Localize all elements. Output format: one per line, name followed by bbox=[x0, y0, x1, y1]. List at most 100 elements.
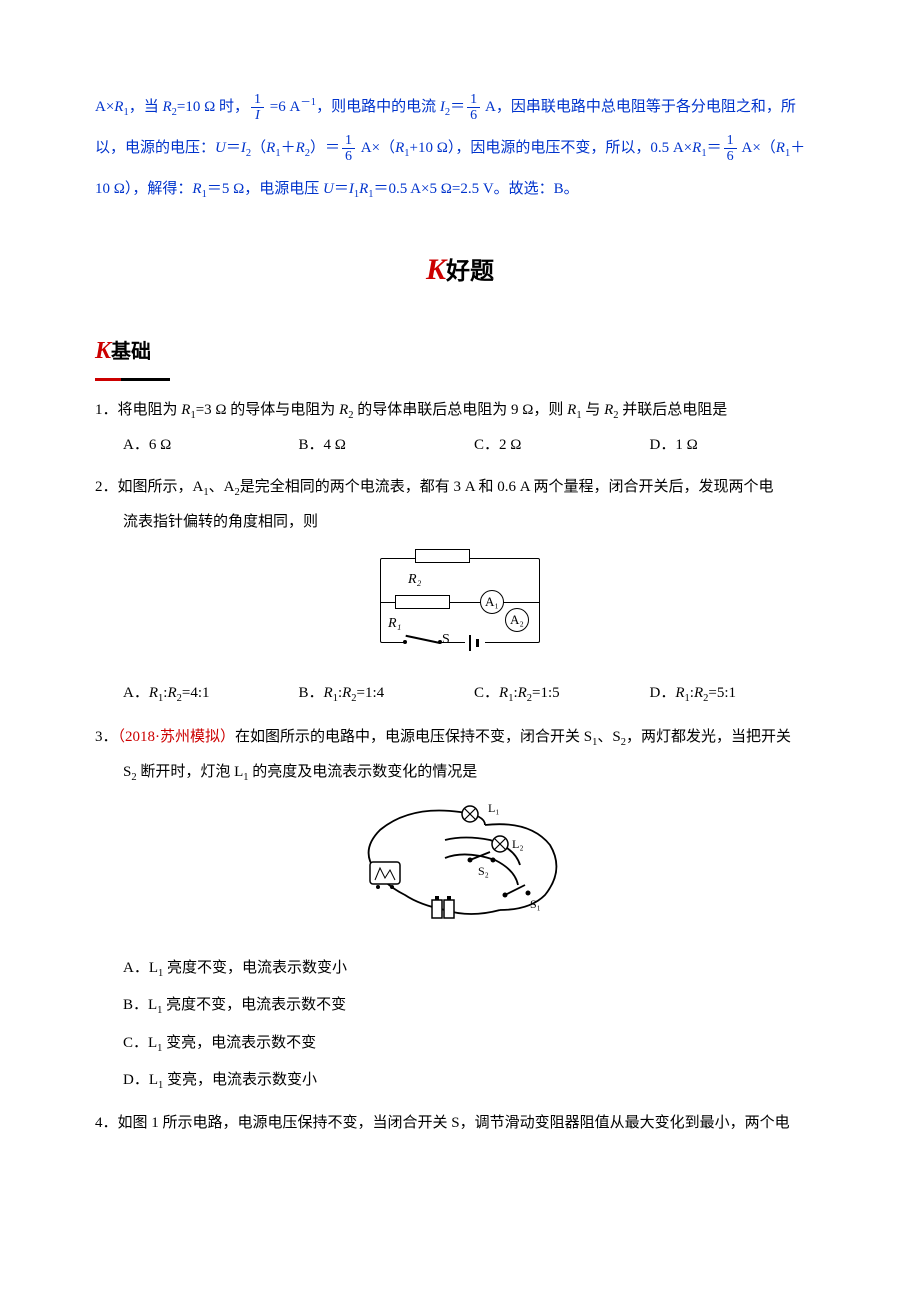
var: R bbox=[359, 181, 368, 197]
var: R bbox=[675, 685, 684, 701]
var: R bbox=[518, 685, 527, 701]
denominator: 6 bbox=[724, 149, 737, 164]
text: A．L bbox=[123, 960, 158, 976]
var: R bbox=[395, 140, 404, 156]
q2-options: A．R1:R2=4:1 B．R1:R2=1:4 C．R1:R2=1:5 D．R1… bbox=[95, 676, 825, 711]
var: R bbox=[694, 685, 703, 701]
circuit-diagram-1: R₂ R₁ A₁ A₂ S bbox=[370, 550, 550, 655]
var-u: U bbox=[215, 140, 226, 156]
q-number: 3． bbox=[95, 729, 118, 745]
q2-circuit-figure: R₂ R₁ A₁ A₂ S bbox=[95, 550, 825, 669]
text: =5:1 bbox=[708, 685, 736, 701]
l1-label: L₁ bbox=[488, 801, 500, 815]
fraction: 1I bbox=[251, 92, 264, 124]
text: （ bbox=[251, 140, 266, 156]
text: ，两灯都发光，当把开关 bbox=[626, 729, 791, 745]
var: R bbox=[499, 685, 508, 701]
var: R bbox=[266, 140, 275, 156]
numerator: 1 bbox=[467, 92, 480, 108]
text: 是完全相同的两个电流表，都有 3 A 和 0.6 A 两个量程，闭合开关后，发现… bbox=[240, 479, 774, 495]
r2-label: R₂ bbox=[408, 564, 421, 596]
k-text: 好题 bbox=[446, 259, 494, 285]
text: 以，电源的电压： bbox=[95, 140, 215, 156]
q-number: 4． bbox=[95, 1115, 118, 1131]
text: 与 bbox=[582, 402, 605, 418]
q1-body: 1．将电阻为 R1=3 Ω 的导体与电阻为 R2 的导体串联后总电阻为 9 Ω，… bbox=[95, 393, 825, 428]
ammeter-a2: A₂ bbox=[505, 608, 529, 632]
text: 如图 1 所示电路，电源电压保持不变，当闭合开关 S，调节滑动变阻器阻值从最大变… bbox=[118, 1115, 790, 1131]
numerator: 1 bbox=[724, 133, 737, 149]
var: R bbox=[567, 402, 576, 418]
text: B． bbox=[299, 685, 324, 701]
option-c: C．2 Ω bbox=[474, 428, 650, 463]
option-d: D．1 Ω bbox=[650, 428, 826, 463]
text: =3 Ω 的导体与电阻为 bbox=[196, 402, 339, 418]
underline-bar bbox=[95, 378, 170, 381]
var: R bbox=[339, 402, 348, 418]
switch-label: S bbox=[442, 624, 450, 656]
text: 亮度不变，电流表示数变小 bbox=[163, 960, 347, 976]
fraction: 16 bbox=[724, 133, 737, 165]
text: A． bbox=[123, 685, 149, 701]
question-2: 2．如图所示，A1、A2是完全相同的两个电流表，都有 3 A 和 0.6 A 两… bbox=[95, 470, 825, 711]
text: 10 Ω），解得： bbox=[95, 181, 192, 197]
text: =1:5 bbox=[532, 685, 560, 701]
r1-label: R₁ bbox=[388, 608, 401, 640]
text: C．L bbox=[123, 1035, 157, 1051]
option-d: D．L1 变亮，电流表示数变小 bbox=[95, 1063, 825, 1098]
option-c: C．R1:R2=1:5 bbox=[474, 676, 650, 711]
text: =1:4 bbox=[357, 685, 385, 701]
text: +10 Ω），因电源的电压不变，所以，0.5 A× bbox=[409, 140, 692, 156]
battery-gap bbox=[465, 636, 485, 648]
text: 将电阻为 bbox=[118, 402, 182, 418]
denominator: 6 bbox=[467, 108, 480, 123]
text: ＋ bbox=[281, 140, 296, 156]
s1-label: S₁ bbox=[530, 897, 541, 911]
numerator: 1 bbox=[342, 133, 355, 149]
s2-label: S₂ bbox=[478, 864, 489, 878]
k-letter: K bbox=[95, 338, 111, 364]
option-b: B．R1:R2=1:4 bbox=[299, 676, 475, 711]
q-number: 2． bbox=[95, 479, 118, 495]
text: ＋ bbox=[790, 140, 805, 156]
question-4: 4．如图 1 所示电路，电源电压保持不变，当闭合开关 S，调节滑动变阻器阻值从最… bbox=[95, 1106, 825, 1141]
intro-para-2: 以，电源的电压：U＝I2（R1＋R2）＝16 A×（R1+10 Ω），因电源的电… bbox=[95, 131, 825, 166]
text: ＝5 Ω，电源电压 bbox=[207, 181, 323, 197]
text: A× bbox=[95, 99, 114, 115]
text: C． bbox=[474, 685, 499, 701]
text: 、A bbox=[209, 479, 235, 495]
intro-para-3: 10 Ω），解得：R1＝5 Ω，电源电压 U＝I1R1＝0.5 A×5 Ω=2.… bbox=[95, 172, 825, 207]
q4-body: 4．如图 1 所示电路，电源电压保持不变，当闭合开关 S，调节滑动变阻器阻值从最… bbox=[95, 1106, 825, 1141]
battery-plate bbox=[476, 639, 479, 647]
text: ，则电路中的电流 bbox=[316, 99, 440, 115]
switch-terminal bbox=[403, 640, 407, 644]
sup: －1 bbox=[300, 97, 316, 108]
text: D． bbox=[650, 685, 676, 701]
resistor-r1 bbox=[395, 595, 450, 609]
option-b: B．4 Ω bbox=[299, 428, 475, 463]
question-3: 3．（2018·苏州模拟）在如图所示的电路中，电源电压保持不变，闭合开关 S1、… bbox=[95, 720, 825, 1098]
text: ＝ bbox=[226, 140, 241, 156]
text: 断开时，灯泡 L bbox=[137, 764, 244, 780]
var: R bbox=[149, 685, 158, 701]
ammeter-a1: A₁ bbox=[480, 590, 504, 614]
text: =4:1 bbox=[182, 685, 210, 701]
text: =10 Ω 时， bbox=[177, 99, 249, 115]
text: 并联后总电阻是 bbox=[619, 402, 728, 418]
text: ，当 bbox=[129, 99, 163, 115]
var: R bbox=[324, 685, 333, 701]
var: R bbox=[342, 685, 351, 701]
q2-cont: 流表指针偏转的角度相同，则 bbox=[95, 505, 825, 540]
text: 变亮，电流表示数不变 bbox=[162, 1035, 316, 1051]
text: A×（ bbox=[739, 140, 776, 156]
q3-cont: S2 断开时，灯泡 L1 的亮度及电流表示数变化的情况是 bbox=[95, 755, 825, 790]
var: R bbox=[776, 140, 785, 156]
option-b: B．L1 亮度不变，电流表示数不变 bbox=[95, 988, 825, 1023]
option-a: A．6 Ω bbox=[123, 428, 299, 463]
circuit-diagram-2: L₁ L₂ S₂ S₁ bbox=[350, 800, 570, 930]
question-1: 1．将电阻为 R1=3 Ω 的导体与电阻为 R2 的导体串联后总电阻为 9 Ω，… bbox=[95, 393, 825, 463]
q3-circuit-figure: L₁ L₂ S₂ S₁ bbox=[95, 800, 825, 944]
text: 在如图所示的电路中，电源电压保持不变，闭合开关 S bbox=[235, 729, 592, 745]
option-a: A．L1 亮度不变，电流表示数变小 bbox=[95, 951, 825, 986]
source-tag: （2018·苏州模拟） bbox=[118, 729, 236, 745]
